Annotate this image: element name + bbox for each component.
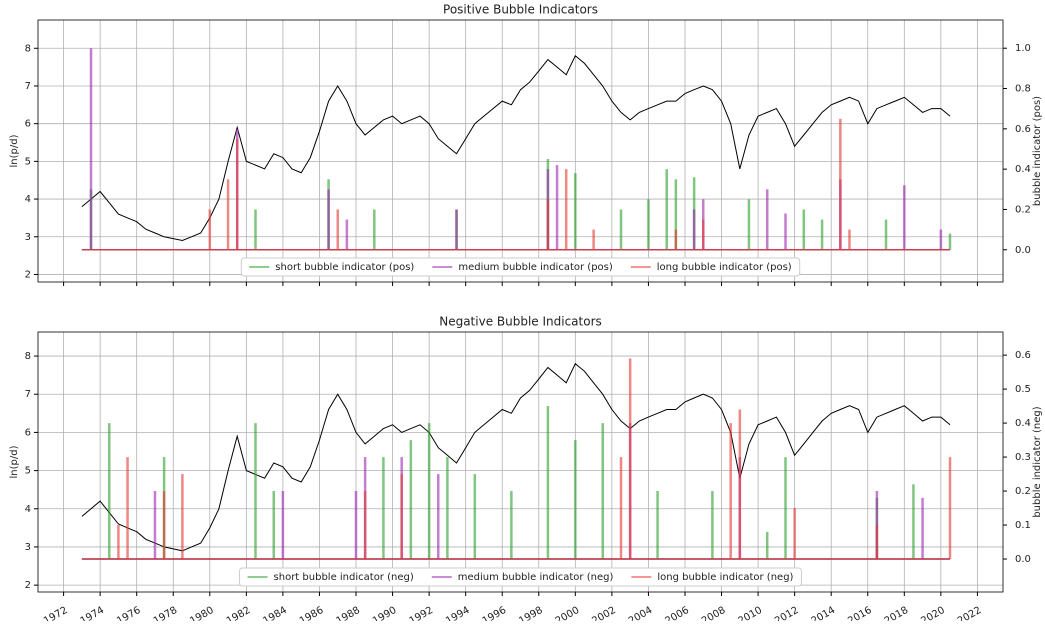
bubble-series (81, 406, 950, 560)
y2-tick-label: 0.5 (1015, 384, 1031, 395)
legend-label: medium bubble indicator (neg) (458, 572, 614, 583)
y2-tick-label: 0.2 (1015, 486, 1031, 497)
x-tick-label: 2016 (846, 605, 874, 621)
x-tick-label: 1980 (188, 605, 216, 621)
bubble-series (81, 358, 952, 560)
y-tick-label: 3 (25, 542, 31, 553)
x-tick-label: 2000 (554, 605, 582, 621)
legend-label: short bubble indicator (pos) (275, 262, 414, 273)
x-tick-label: 2004 (627, 605, 655, 621)
ln-pd-line (81, 55, 951, 242)
y2-tick-label: 0.6 (1015, 350, 1031, 361)
y-tick-label: 5 (25, 466, 31, 477)
x-tick-label: 1978 (152, 605, 180, 621)
y2-tick-label: 0.0 (1015, 554, 1031, 565)
y-axis-label: ln(p/d) (9, 134, 20, 167)
y2-tick-label: 0.0 (1015, 245, 1031, 256)
y-tick-label: 4 (25, 504, 31, 515)
y2-tick-label: 0.3 (1015, 452, 1031, 463)
y-tick-label: 7 (25, 81, 31, 92)
x-tick-label: 2018 (883, 605, 911, 621)
chart-title: Positive Bubble Indicators (443, 3, 598, 17)
x-tick-label: 1988 (334, 605, 362, 621)
y2-tick-label: 0.8 (1015, 84, 1031, 95)
ln-pd-line (81, 362, 951, 552)
legend-label: long bubble indicator (pos) (657, 262, 792, 273)
bubble-series (81, 118, 950, 251)
x-tick-label: 1982 (225, 605, 253, 621)
x-tick-label: 1972 (42, 605, 70, 621)
x-tick-label: 1996 (481, 605, 509, 621)
legend-box (239, 567, 802, 587)
y-tick-label: 8 (25, 43, 31, 54)
x-tick-label: 2008 (700, 605, 728, 621)
x-tick-label: 1986 (298, 605, 326, 621)
x-tick-label: 1992 (408, 605, 436, 621)
x-tick-label: 1998 (517, 605, 545, 621)
legend-box (240, 257, 801, 277)
legend-label: short bubble indicator (neg) (274, 572, 414, 583)
y2-tick-label: 1.0 (1015, 43, 1031, 54)
y-tick-label: 8 (25, 351, 31, 362)
x-tick-label: 2002 (590, 605, 618, 621)
legend-label: medium bubble indicator (pos) (458, 262, 613, 273)
x-tick-label: 2014 (810, 605, 838, 621)
x-tick-label: 1976 (115, 605, 143, 621)
x-tick-label: 2006 (663, 605, 691, 621)
axes-frame (37, 19, 1004, 283)
y-tick-label: 7 (25, 389, 31, 400)
x-tick-label: 1990 (371, 605, 399, 621)
x-tick-label: 2012 (773, 605, 801, 621)
y2-tick-label: 0.1 (1015, 520, 1031, 531)
y-axis-label: ln(p/d) (9, 445, 20, 478)
y2-axis-label: bubble indicator (neg) (1032, 406, 1043, 517)
x-tick-label: 2022 (956, 605, 984, 621)
y-tick-label: 6 (25, 119, 31, 130)
axes-frame (37, 331, 1004, 593)
y2-tick-label: 0.2 (1015, 204, 1031, 215)
y2-tick-label: 0.4 (1015, 418, 1031, 429)
x-tick-label: 2010 (737, 605, 765, 621)
x-tick-label: 2020 (919, 605, 947, 621)
y-tick-label: 3 (25, 232, 31, 243)
legend-label: long bubble indicator (neg) (657, 572, 793, 583)
y-tick-label: 5 (25, 156, 31, 167)
x-tick-label: 1974 (79, 605, 107, 621)
legend: short bubble indicator (pos) medium bubbl… (240, 257, 801, 277)
bubble-series (81, 159, 952, 251)
y-tick-label: 2 (25, 580, 31, 591)
y2-tick-label: 0.4 (1015, 164, 1031, 175)
x-tick-label: 1984 (261, 605, 289, 621)
y-tick-label: 4 (25, 194, 31, 205)
y-tick-label: 6 (25, 427, 31, 438)
y-tick-label: 2 (25, 269, 31, 280)
legend: short bubble indicator (neg) medium bubbl… (239, 567, 802, 587)
bubble-series (81, 48, 950, 251)
bubble-series (81, 423, 950, 560)
x-tick-label: 1994 (444, 605, 472, 621)
y2-tick-label: 0.6 (1015, 124, 1031, 135)
y2-axis-label: bubble indicator (pos) (1032, 96, 1043, 206)
chart-title: Negative Bubble Indicators (439, 315, 602, 329)
